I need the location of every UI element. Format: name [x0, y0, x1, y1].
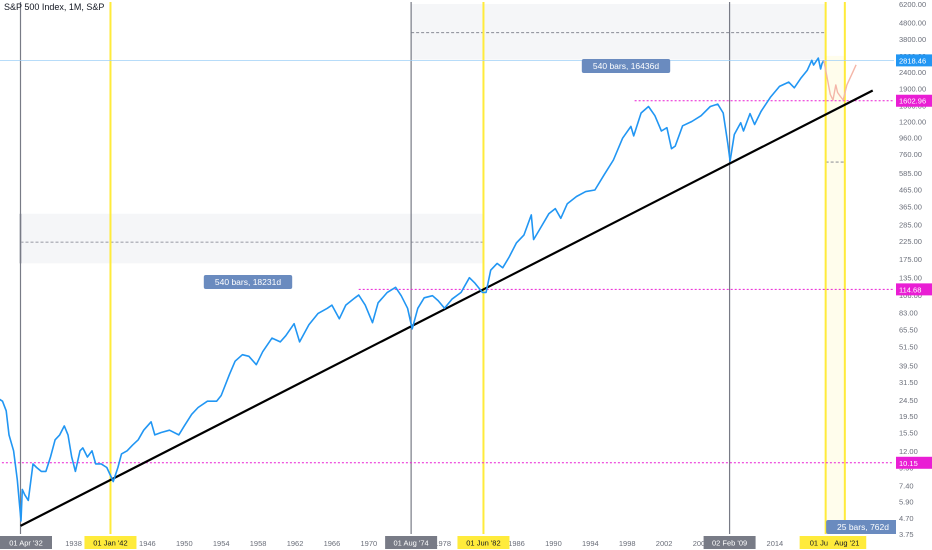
price-tag-label: 1602.96: [899, 97, 926, 106]
price-tag: [896, 94, 932, 107]
time-tick-label: 1998: [619, 539, 636, 548]
price-line: [0, 57, 825, 522]
price-tick-label: 6200.00: [899, 0, 926, 9]
price-tick-label: 31.50: [899, 378, 918, 387]
time-tick-label: 1938: [65, 539, 82, 548]
range-measurements: [19, 4, 845, 535]
price-tick-label: 960.00: [899, 133, 922, 142]
price-tick-label: 4800.00: [899, 18, 926, 27]
price-tag-label: 10.15: [899, 459, 918, 468]
date-tag-label: 01 Aug '74: [394, 539, 429, 548]
price-tick-label: 83.00: [899, 308, 918, 317]
price-tick-label: 12.00: [899, 447, 918, 456]
range-label-box: [826, 520, 900, 534]
time-tick-label: 1962: [287, 539, 304, 548]
date-tag: [703, 536, 756, 549]
price-tag: [896, 283, 932, 296]
price-tick-label: 1900.00: [899, 85, 926, 94]
time-tick-label: 1978: [434, 539, 451, 548]
date-tag: [827, 536, 867, 549]
date-tag-label: 01 Apr '32: [9, 539, 43, 548]
price-tick-label: 225.00: [899, 237, 922, 246]
price-tick-label: 3800.00: [899, 35, 926, 44]
trend-line: [19, 89, 874, 527]
time-tick-label: 1946: [139, 539, 156, 548]
range-label: 540 bars, 18231d: [215, 277, 281, 287]
date-tag-label: 02 Feb '09: [712, 539, 747, 548]
price-tick-label: 365.00: [899, 203, 922, 212]
date-tag-label: 01 Jul '19: [810, 539, 842, 548]
time-tick-label: 1950: [176, 539, 193, 548]
range-label-box: [581, 59, 671, 73]
chart-title: S&P 500 Index, 1M, S&P: [4, 2, 104, 12]
date-tag: [385, 536, 438, 549]
price-tick-label: 7.40: [899, 481, 914, 490]
time-tick-label: 2002: [656, 539, 673, 548]
projection-line: [823, 60, 857, 101]
price-tick-label: 585.00: [899, 169, 922, 178]
range-box: [20, 213, 484, 264]
price-tick-label: 5.90: [899, 498, 914, 507]
time-tick-label: 1994: [582, 539, 599, 548]
vertical-markers: [19, 2, 846, 534]
time-tick-label: 1958: [250, 539, 267, 548]
time-axis[interactable]: 1938 1946 1950 1954 1958 1962 1966 1970 1978 1986…: [65, 539, 837, 548]
price-series: [0, 57, 857, 522]
date-tag-label: 01 Jan '42: [93, 539, 127, 548]
price-tag-label: 2818.46: [899, 56, 926, 65]
price-tick-label: 106.00: [899, 291, 922, 300]
time-tick-label: 1954: [213, 539, 230, 548]
price-tick-label: 15.50: [899, 429, 918, 438]
price-tick-label: 465.00: [899, 185, 922, 194]
price-tick-label: 175.00: [899, 255, 922, 264]
price-tag-label: 114.68: [899, 285, 921, 294]
range-box: [411, 4, 826, 60]
time-tick-label: 2006: [693, 539, 710, 548]
price-tick-label: 135.00: [899, 274, 922, 283]
range-label: 25 bars, 762d: [837, 522, 889, 532]
price-tag: [896, 54, 932, 67]
time-tick-label: 1970: [361, 539, 378, 548]
date-tag-label: Aug '21: [834, 539, 859, 548]
trendline: [19, 89, 874, 527]
price-tick-label: 1200.00: [899, 117, 926, 126]
price-tick-label: 285.00: [899, 220, 922, 229]
price-tick-label: 24.50: [899, 396, 918, 405]
price-tick-label: 39.50: [899, 362, 918, 371]
price-tick-label: 19.50: [899, 412, 918, 421]
price-tick-label: 760.00: [899, 150, 922, 159]
date-tag-label: 01 Jun '82: [466, 539, 500, 548]
time-tick-label: 1986: [508, 539, 525, 548]
range-labels: 540 bars, 18231d 540 bars, 16436d 25 bars,…: [203, 59, 900, 534]
date-tag: [457, 536, 510, 549]
time-tick-label: 2014: [767, 539, 784, 548]
range-label: 540 bars, 16436d: [593, 61, 659, 71]
time-tick-label: 1966: [324, 539, 341, 548]
price-tick-label: 3.75: [899, 530, 914, 539]
axis-tags: 01 Apr '32 01 Jan '42 01 Aug '74 01 Jun '82…: [0, 54, 932, 549]
price-tick-label: 2400.00: [899, 68, 926, 77]
price-tick-label: 51.50: [899, 343, 918, 352]
range-label-box: [203, 275, 293, 289]
range-box: [825, 55, 845, 535]
price-tick-label: 65.50: [899, 325, 918, 334]
date-tag: [84, 536, 137, 549]
price-tag: [896, 456, 932, 469]
time-tick-label: 1990: [545, 539, 562, 548]
price-tick-label: 4.70: [899, 514, 914, 523]
date-tag: [0, 536, 52, 549]
